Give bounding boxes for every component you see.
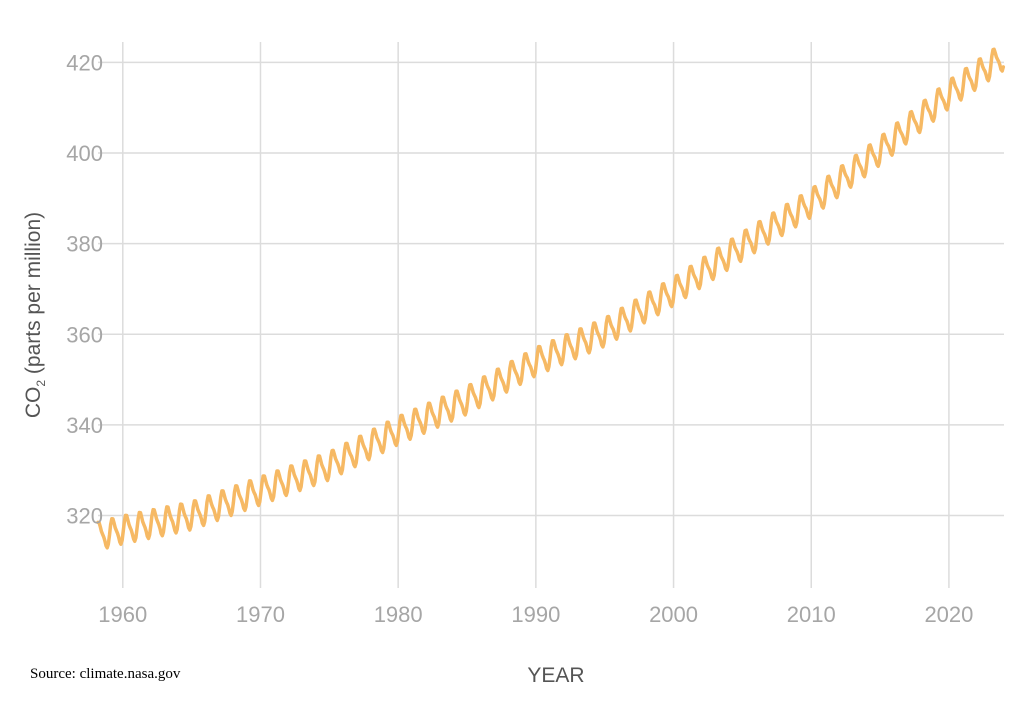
y-axis-title-subscript: 2 xyxy=(34,380,48,387)
x-tick-label: 1970 xyxy=(236,602,285,627)
x-tick-label: 1990 xyxy=(511,602,560,627)
x-axis-title: YEAR xyxy=(527,664,584,687)
y-tick-label: 420 xyxy=(66,50,103,75)
y-tick-label: 320 xyxy=(66,504,103,529)
x-tick-label: 1980 xyxy=(374,602,423,627)
y-axis-title: CO2 (parts per million) xyxy=(22,212,48,418)
y-tick-label: 340 xyxy=(66,413,103,438)
x-tick-label: 2010 xyxy=(787,602,836,627)
y-tick-label: 360 xyxy=(66,322,103,347)
x-tick-label: 1960 xyxy=(98,602,147,627)
y-tick-label: 380 xyxy=(66,232,103,257)
series-layer xyxy=(96,47,1006,550)
tick-labels: 1960 1970 1980 1990 2000 2010 2020 320 340 360 380… xyxy=(66,50,973,627)
x-tick-label: 2020 xyxy=(924,602,973,627)
co2-series-line xyxy=(96,47,1006,550)
y-tick-label: 400 xyxy=(66,141,103,166)
y-axis-title-rest: (parts per million) xyxy=(22,212,45,380)
x-tick-label: 2000 xyxy=(649,602,698,627)
source-note: Source: climate.nasa.gov xyxy=(30,666,181,682)
y-axis-title-main: CO xyxy=(22,387,45,419)
grid-lines xyxy=(98,42,1004,588)
